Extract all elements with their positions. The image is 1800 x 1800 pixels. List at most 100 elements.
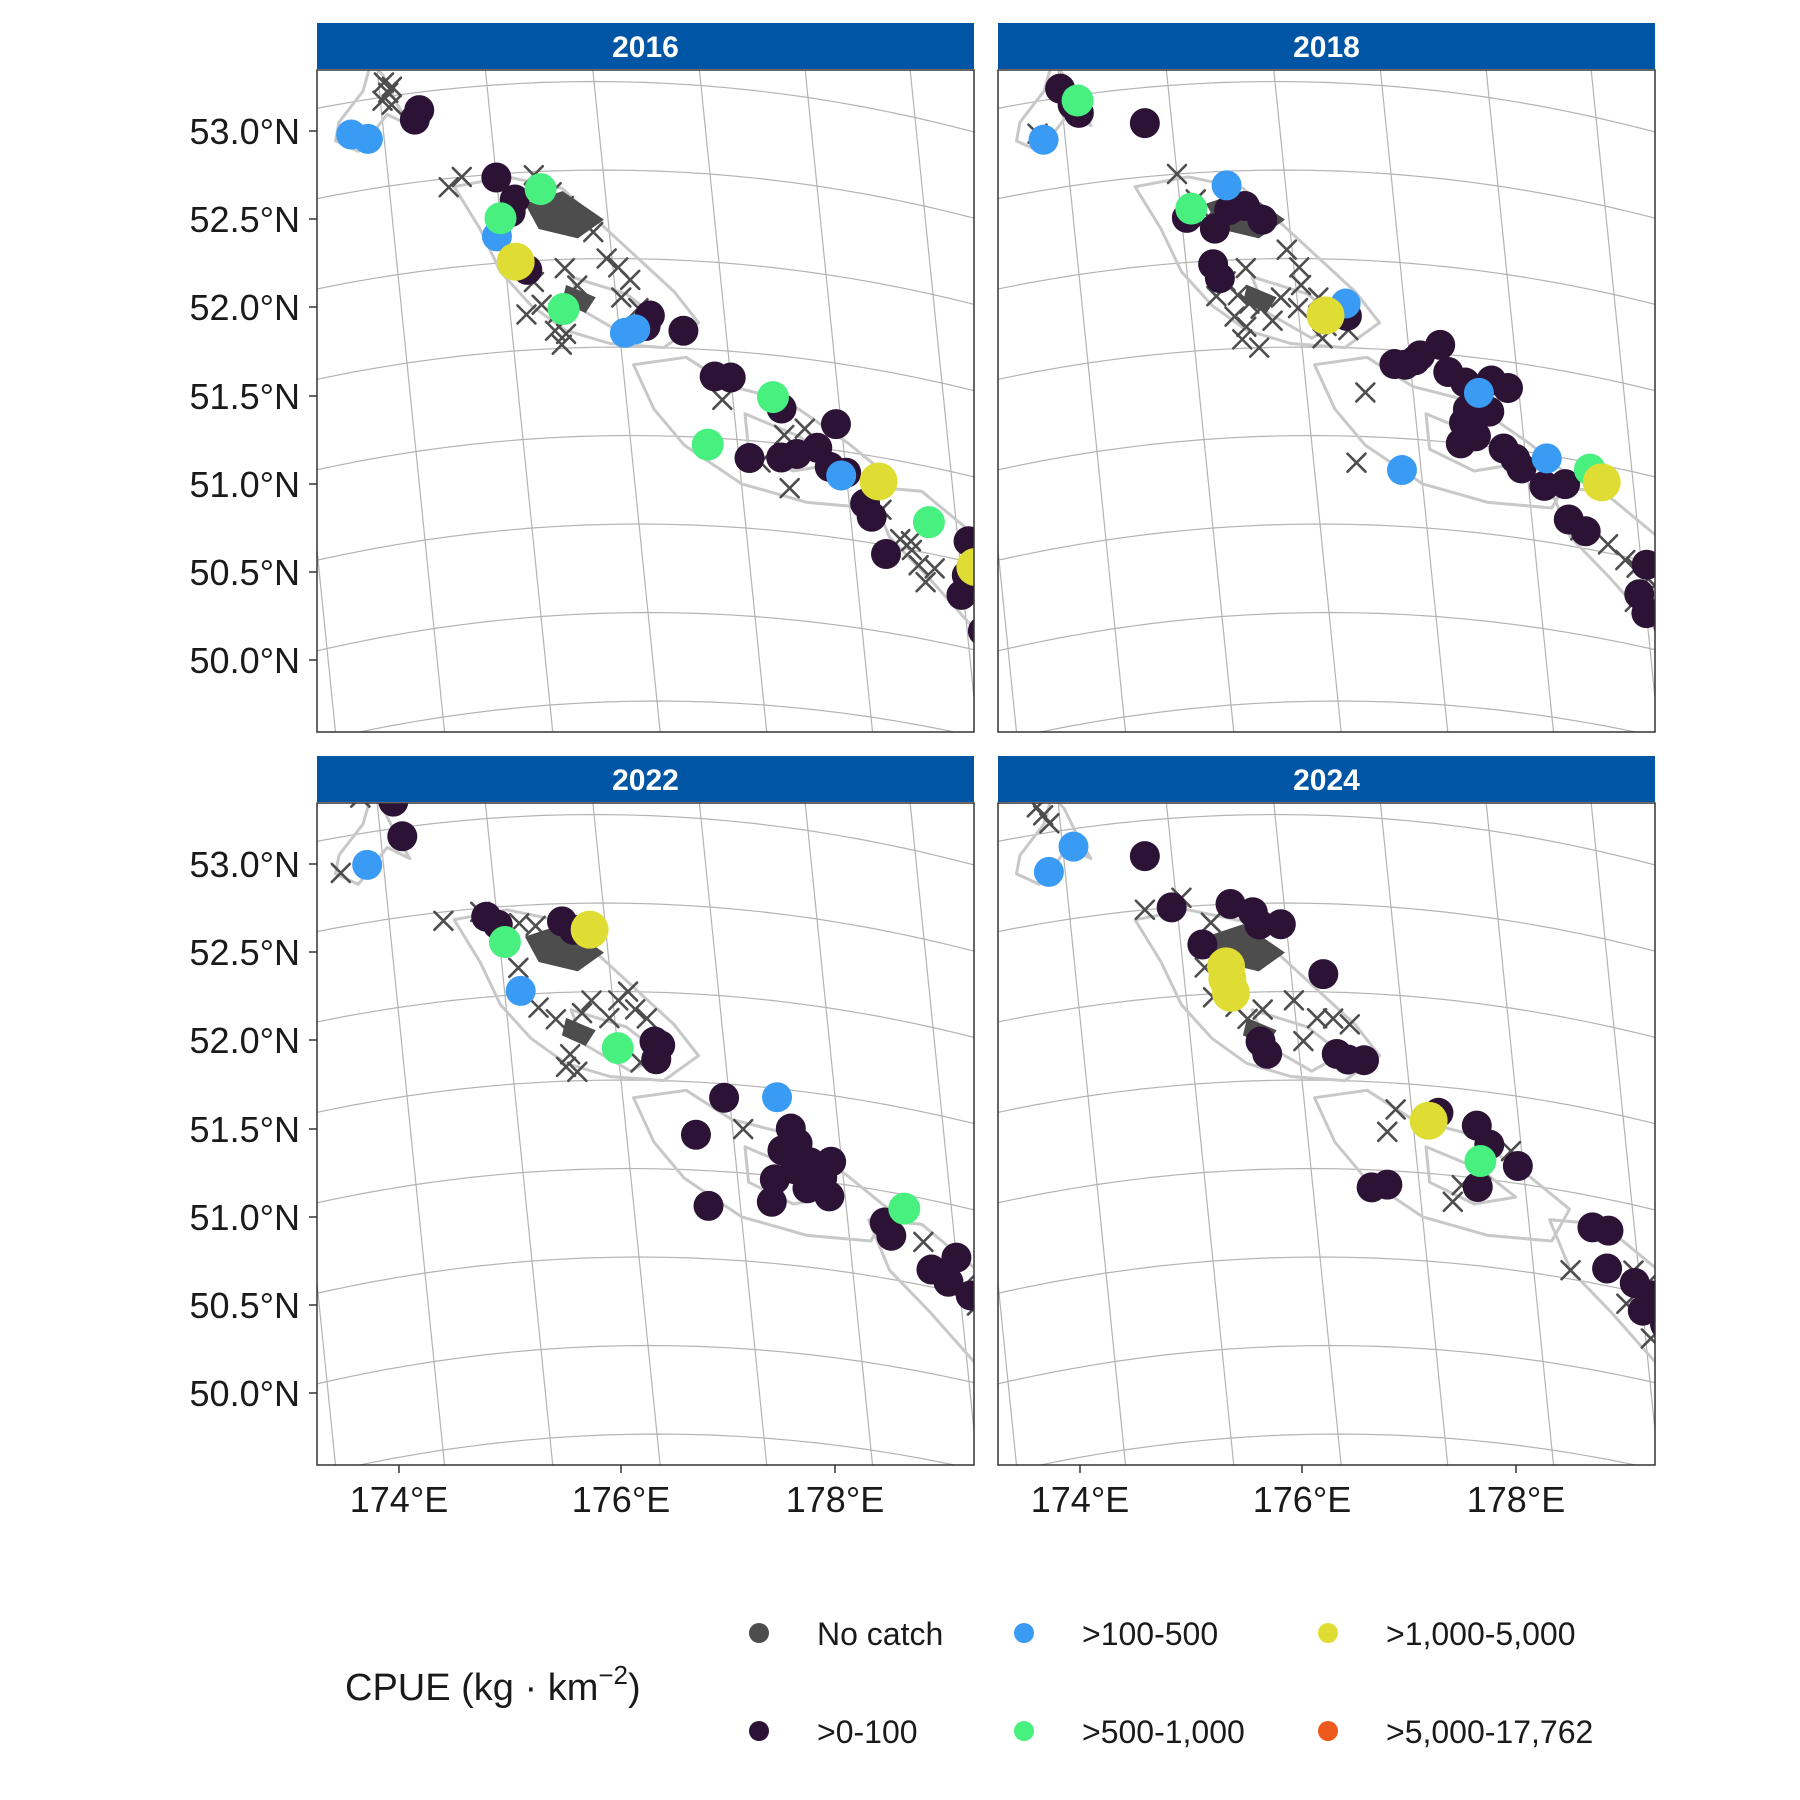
panel-background [317, 803, 974, 1465]
graticule-meridian [698, 803, 768, 1465]
station-catch-marker-b100 [1463, 377, 1494, 408]
lat-tick-label: 51.5°N [190, 376, 300, 417]
station-catch-marker-low [1653, 620, 1655, 634]
lat-tick-label: 52.0°N [190, 1020, 300, 1061]
station-catch-marker-low [1349, 1045, 1380, 1076]
graticule-meridian [1273, 803, 1342, 1465]
station-catch-marker-b100 [352, 123, 383, 154]
bathymetry-contour [1548, 485, 1655, 632]
lat-tick-label: 51.0°N [190, 1197, 300, 1238]
station-catch-marker-low [946, 579, 974, 610]
station-no-catch-marker [330, 862, 352, 884]
station-catch-marker-b500 [524, 173, 557, 206]
legend-label: >500-1,000 [1082, 1714, 1245, 1750]
station-catch-marker-low [1506, 453, 1537, 484]
station-catch-marker-low [481, 162, 512, 193]
station-no-catch-marker [901, 539, 923, 561]
station-catch-marker-low [680, 1119, 711, 1150]
station-catch-marker-b500 [691, 428, 724, 461]
island-shape [561, 1017, 596, 1046]
station-catch-marker-low [1660, 574, 1690, 604]
longitude-axis-left: 174°E 176°E 178°E [350, 1465, 884, 1520]
station-no-catch-marker [1276, 239, 1298, 260]
legend-key-no-catch [749, 1623, 769, 1643]
facet-panel-2016: 2016 [202, 0, 1112, 733]
lon-tick-label: 178°E [1467, 1479, 1565, 1520]
graticule-meridian [592, 70, 661, 732]
station-catch-marker-low [387, 821, 418, 852]
graticule-parallel [998, 169, 1655, 219]
station-no-catch-marker [924, 558, 945, 579]
station-catch-marker-low [399, 104, 430, 135]
station-catch-marker-low [1674, 608, 1704, 638]
graticule-parallel [998, 1079, 1655, 1125]
station-no-catch-marker [381, 94, 402, 116]
station-no-catch-marker [619, 269, 641, 291]
station-no-catch-marker [1227, 284, 1249, 306]
graticule-parallel [998, 990, 1655, 1038]
lat-tick-label: 50.0°N [190, 1373, 300, 1414]
station-no-catch-marker [528, 997, 549, 1018]
graticule-parallel [317, 1256, 974, 1297]
station-markers [330, 803, 974, 1316]
lat-tick-label: 52.0°N [190, 287, 300, 328]
graticule-parallel [292, 1523, 1202, 1623]
station-no-catch-marker [1355, 382, 1376, 403]
graticule-parallel [317, 169, 974, 219]
station-catch-marker-low [1372, 1169, 1403, 1200]
station-catch-marker-b1000 [956, 548, 974, 586]
station-no-catch-marker [913, 1231, 934, 1253]
graticule-meridian [1590, 70, 1655, 704]
graticule-parallel [998, 434, 1655, 478]
station-catch-marker-b500 [888, 1192, 921, 1225]
legend-item-500-1000: >500-1,000 [1014, 1714, 1245, 1750]
graticule-parallel [202, 0, 1112, 5]
facet-strip-label: 2016 [612, 31, 679, 64]
station-catch-marker-b1000 [1306, 296, 1345, 335]
station-catch-marker-low [1445, 428, 1476, 459]
station-catch-marker-low [1129, 841, 1160, 872]
lat-tick-label: 51.0°N [190, 464, 300, 505]
station-no-catch-marker [581, 990, 602, 1011]
station-catch-marker-b500 [756, 381, 789, 414]
station-catch-marker-b1000 [1409, 1101, 1448, 1140]
graticule-meridian [1792, 5, 1800, 979]
graticule-parallel [317, 523, 974, 564]
station-catch-marker-low [967, 618, 974, 644]
station-catch-marker-b100 [1058, 831, 1089, 862]
lat-tick-label: 53.0°N [190, 844, 300, 885]
station-catch-marker-b1000 [859, 462, 898, 501]
station-catch-marker-low [1704, 1329, 1734, 1359]
station-catch-marker-low [1642, 1285, 1655, 1316]
facet-panel-2024: 2024 [997, 738, 1800, 1712]
island-shape [1681, 647, 1719, 717]
station-catch-marker-b100 [505, 975, 536, 1006]
bathymetry-contour [1672, 827, 1797, 892]
station-no-catch-marker [636, 1008, 658, 1029]
bathymetry-contour [1548, 1218, 1655, 1365]
panel-background [998, 70, 1655, 732]
graticule-parallel [317, 1079, 974, 1125]
station-catch-marker-b500 [1464, 1145, 1497, 1178]
longitude-axis-right: 174°E 176°E 178°E [1031, 1465, 1565, 1520]
station-no-catch-marker [571, 1002, 593, 1024]
panel-border [997, 69, 1656, 733]
station-no-catch-marker [1679, 1338, 1697, 1356]
graticule-meridian [1792, 738, 1800, 1712]
legend-key-100-500 [1014, 1623, 1034, 1643]
station-no-catch-marker [516, 304, 537, 325]
station-catch-marker-b100 [826, 460, 857, 491]
graticule-parallel [317, 80, 974, 133]
station-catch-marker-b500 [484, 202, 517, 235]
station-no-catch-marker [554, 257, 576, 279]
station-catch-marker-low [814, 1181, 845, 1212]
bathymetry-contour [1313, 1088, 1572, 1243]
legend-title: CPUE (kg · km−2) [345, 1660, 641, 1709]
graticule-meridian [1685, 0, 1784, 942]
station-no-catch-marker [566, 1061, 588, 1083]
station-catch-marker-low [1592, 1253, 1623, 1284]
station-catch-marker-low [1308, 959, 1339, 990]
graticule-meridian [1165, 70, 1235, 732]
station-no-catch-marker [732, 1118, 754, 1140]
station-no-catch-marker [1597, 534, 1619, 555]
